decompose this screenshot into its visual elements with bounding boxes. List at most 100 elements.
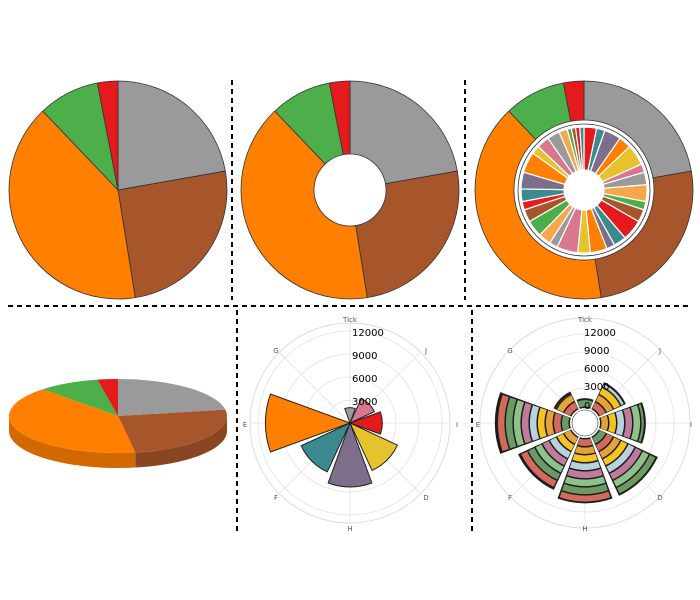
polar-bar-segment	[600, 415, 609, 431]
polar-bar-segment	[606, 444, 635, 473]
polar-bar-segment	[613, 451, 649, 487]
angle-tick-label: G	[507, 347, 512, 355]
polar-bars	[264, 393, 399, 488]
pie-3d-slice	[42, 379, 118, 416]
polar-bar-segment	[569, 461, 601, 470]
angle-tick-label: E	[243, 421, 247, 429]
polar-bar-segment	[557, 395, 575, 413]
angle-tick-label: J	[658, 347, 661, 355]
outer-circle	[249, 322, 451, 524]
pie-3d-slice	[97, 379, 118, 416]
polar-bar-segment	[609, 447, 642, 480]
polar-bar-segment	[567, 468, 603, 478]
angle-tick-label: D	[657, 494, 662, 502]
polar-bar	[300, 421, 352, 473]
polar-bar-chart: Tick J I D H F E G 3000 6000 9000 12000	[243, 316, 458, 533]
polar-stacked-bars	[494, 382, 658, 504]
pie-3d-slice	[8, 389, 136, 453]
polar-bar	[344, 407, 356, 425]
donut-slice	[355, 170, 460, 299]
polar-bar-segment	[630, 405, 640, 441]
polar-bar-segment	[608, 413, 616, 433]
polar-bar-segment	[623, 407, 632, 439]
pie-chart-3d	[8, 379, 227, 468]
outer-circle	[479, 317, 691, 529]
polar-bar-segment	[559, 491, 611, 502]
polar-bar-segment	[602, 440, 628, 466]
center-hole	[571, 409, 599, 437]
polar-bar	[264, 393, 352, 453]
angle-tick-label: J	[424, 347, 427, 355]
polar-bar-segment	[546, 410, 555, 436]
polar-bar-segment	[561, 415, 570, 431]
polar-bar-segment	[595, 395, 613, 413]
polar-bar-segment	[572, 453, 598, 462]
polar-bar-segment	[638, 404, 644, 442]
polar-bar-segment	[557, 433, 575, 451]
pie-chart-nested	[474, 80, 694, 300]
angle-tick-label: Tick	[577, 316, 593, 324]
angle-tick-label: E	[476, 421, 480, 429]
polar-bar-segment	[564, 402, 578, 416]
radial-tick-label: 3000	[584, 382, 609, 393]
polar-bar	[348, 421, 399, 472]
angle-tick-label: G	[273, 347, 278, 355]
polar-bar-segment	[497, 394, 509, 452]
angle-tick-label: H	[582, 525, 587, 533]
polar-bar-outline	[591, 429, 658, 496]
polar-bar	[327, 421, 373, 488]
polar-bar	[348, 411, 383, 435]
polar-bar-segment	[592, 402, 606, 416]
pie-chart-donut	[240, 80, 460, 300]
polar-bar-segment	[577, 400, 593, 408]
polar-bar-segment	[514, 400, 524, 446]
radial-tick-label: 9000	[352, 351, 377, 362]
polar-bar-segment	[521, 451, 557, 487]
polar-bar-segment	[575, 446, 595, 454]
polar-bar-segment	[550, 437, 571, 458]
angle-tick-label: Tick	[342, 316, 358, 324]
polar-bar-segment	[564, 476, 606, 487]
polar-bar-segment	[538, 407, 547, 439]
radial-tick-label: 6000	[584, 364, 609, 375]
polar-bar-segment	[599, 388, 620, 409]
radial-tick-label: 12000	[352, 328, 384, 339]
polar-bar-segment	[522, 402, 532, 444]
pie-slice	[8, 110, 136, 300]
polar-stacked-bar-chart: Tick J I D H F E G 0 3000 6000 9000 1200…	[476, 316, 692, 533]
polar-bar-segment	[542, 440, 568, 466]
polar-bar-segment	[602, 384, 624, 406]
polar-bar-segment	[564, 430, 578, 444]
angle-tick-label: F	[508, 494, 512, 502]
grid-spoke	[279, 352, 351, 424]
donut-slice	[328, 80, 351, 156]
outer-ring-slice	[562, 80, 585, 122]
pie-3d-slice	[118, 409, 227, 453]
polar-bar-segment	[599, 437, 620, 458]
polar-bar-segment	[506, 397, 517, 449]
polar-bar-segment	[615, 410, 624, 436]
outer-ring-slice	[474, 110, 602, 300]
angle-tick-label: H	[347, 525, 352, 533]
pie-3d-side	[135, 416, 227, 468]
polar-bar-segment	[592, 430, 606, 444]
pie-chart-basic	[8, 80, 228, 300]
donut-slice	[349, 80, 458, 185]
polar-bar	[348, 397, 376, 425]
angle-tick-label: I	[456, 421, 458, 429]
polar-bar-segment	[577, 438, 593, 446]
radial-tick-label: 3000	[352, 397, 377, 408]
pie-3d-slice	[118, 379, 226, 416]
radial-tick-label: 12000	[584, 328, 616, 339]
radial-tick-label: 6000	[352, 374, 377, 385]
angle-tick-label: I	[690, 421, 692, 429]
inner-ring-slice	[579, 126, 585, 171]
polar-bar-segment	[528, 447, 561, 480]
polar-bar-segment	[530, 405, 540, 441]
angle-tick-label: D	[423, 494, 428, 502]
pie-slice	[117, 80, 226, 191]
pie-slice	[117, 170, 228, 299]
angle-tick-label: F	[274, 494, 278, 502]
polar-bar-segment	[562, 484, 608, 494]
